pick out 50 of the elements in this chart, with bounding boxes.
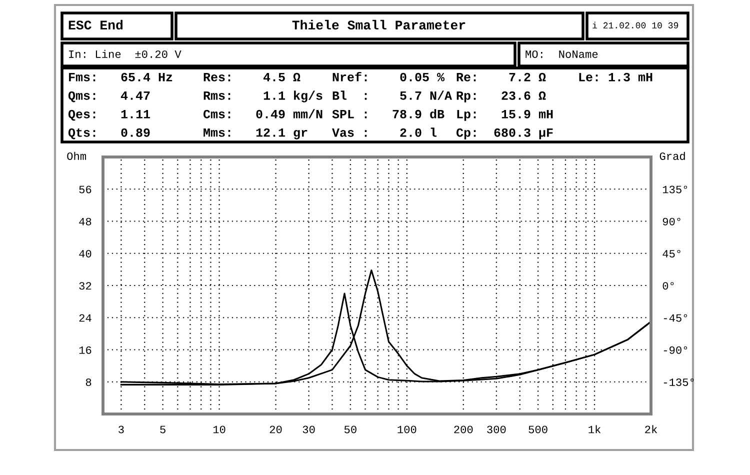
x-tick-label: 50 (344, 426, 356, 434)
x-tick-label: 300 (487, 426, 506, 434)
text: Re: 7.2 Ω (456, 72, 546, 82)
y2-axis-title: Grad (660, 152, 685, 160)
text: Mms: 12.1 gr (204, 128, 308, 140)
text: In: Line ±0.20 V (69, 50, 182, 58)
text: Qts: 0.89 (68, 128, 150, 140)
text: Fms: 65.4 Hz (69, 72, 172, 82)
y-tick-label: 8 (86, 378, 92, 386)
x-tick-label: 100 (398, 426, 416, 434)
y-axis-title: Ohm (67, 152, 86, 160)
y-tick-label: 24 (79, 314, 92, 322)
text: Cp: 680.3 µF (456, 128, 553, 140)
x-tick-label: 200 (454, 426, 473, 434)
y2-tick-label: -135° (664, 378, 694, 386)
y2-tick-label: -90° (664, 346, 688, 354)
y2-tick-label: 90° (662, 218, 680, 226)
text: Cms: 0.49 mm/N (203, 109, 322, 118)
x-tick-label: 2k (645, 425, 658, 434)
text: Nref: 0.05 % (332, 72, 445, 82)
text: SPL : 78.9 dB (332, 109, 444, 118)
text: Rp: 23.6 Ω (456, 91, 546, 102)
x-tick-label: 5 (160, 426, 166, 434)
text: Qes: 1.11 (68, 110, 150, 121)
y2-tick-label: 135° (662, 186, 688, 194)
text: Le: 1.3 mH (579, 72, 652, 82)
text: Res: 4.5 Ω (204, 72, 300, 82)
text: ESC End (68, 20, 123, 30)
y2-tick-label: -45° (664, 314, 688, 322)
x-tick-label: 1k (588, 425, 601, 434)
x-tick-label: 500 (528, 426, 548, 434)
chart-title: Thiele Small Parameter (292, 20, 466, 30)
y-tick-label: 16 (79, 346, 92, 354)
y-tick-label: 56 (79, 186, 92, 194)
text: i 21.02.00 10 39 (592, 22, 678, 28)
text: Vas : 2.0 l (332, 128, 437, 137)
x-tick-label: 30 (302, 426, 315, 434)
y-tick-label: 32 (79, 282, 92, 290)
y2-tick-label: 45° (662, 250, 680, 258)
text: MO: NoName (526, 50, 598, 58)
x-tick-label: 20 (270, 426, 282, 434)
x-tick-label: 10 (213, 426, 226, 434)
y-tick-label: 48 (79, 218, 92, 226)
text: Lp: 15.9 mH (457, 110, 553, 121)
text: Bl : 5.7 N/A (332, 90, 452, 100)
y-tick-label: 40 (79, 250, 92, 258)
x-tick-label: 3 (118, 426, 124, 434)
text: Rms: 1.1 kg/s (204, 90, 322, 102)
text: Qms: 4.47 (68, 91, 150, 102)
y2-tick-label: 0° (662, 282, 674, 290)
